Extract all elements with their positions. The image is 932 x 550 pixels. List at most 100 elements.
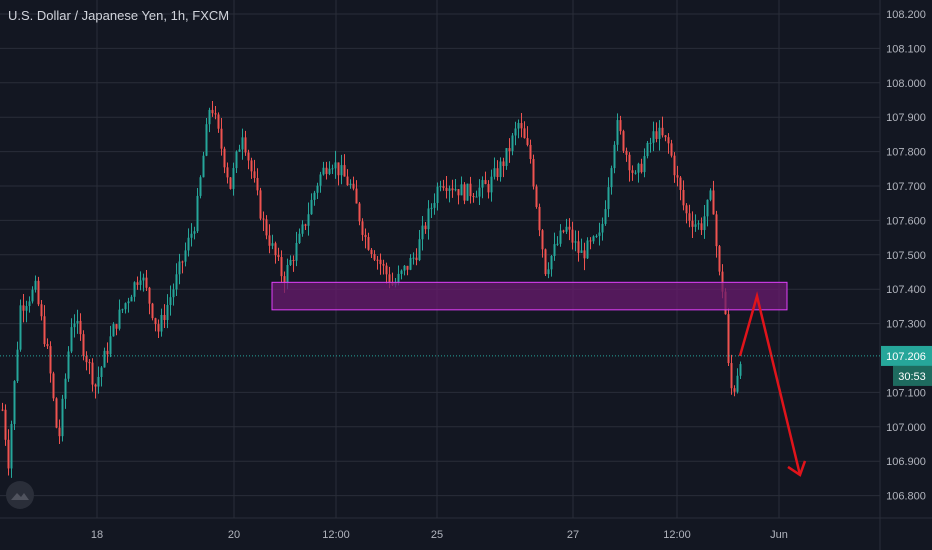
- candle-body: [682, 189, 685, 206]
- candle-body: [154, 318, 157, 325]
- candle-body: [31, 289, 34, 302]
- candle-body: [40, 304, 43, 317]
- candle-body: [385, 265, 388, 275]
- candle-body: [703, 216, 706, 231]
- candle-body: [448, 188, 451, 191]
- candle-body: [625, 150, 628, 155]
- candle-body: [340, 165, 343, 176]
- countdown-tag: [893, 365, 932, 386]
- candle-body: [697, 223, 700, 225]
- candle-body: [43, 316, 46, 345]
- candle-body: [592, 236, 595, 242]
- candle-body: [559, 230, 562, 244]
- candle-body: [643, 156, 646, 173]
- price-tick-label: 107.700: [886, 181, 926, 193]
- candle-body: [352, 183, 355, 189]
- candle-body: [178, 261, 181, 275]
- candle-body: [16, 349, 19, 382]
- candle-body: [259, 190, 262, 219]
- candle-body: [619, 120, 622, 132]
- candle-body: [331, 168, 334, 170]
- candle-body: [541, 230, 544, 250]
- candle-body: [292, 259, 295, 261]
- candle-body: [577, 241, 580, 253]
- price-tick-label: 107.300: [886, 319, 926, 331]
- candle-body: [271, 243, 274, 246]
- candle-body: [397, 273, 400, 284]
- candle-body: [661, 127, 664, 136]
- candle-body: [517, 123, 520, 129]
- candle-body: [721, 271, 724, 292]
- candle-body: [478, 187, 481, 197]
- candle-body: [553, 244, 556, 256]
- candle-body: [196, 195, 199, 232]
- candle-body: [67, 351, 70, 379]
- candle-body: [637, 163, 640, 173]
- candle-body: [169, 297, 172, 306]
- current-price-group: 107.206 30:53: [0, 345, 932, 386]
- candle-body: [361, 221, 364, 235]
- price-tick-label: 107.900: [886, 112, 926, 124]
- projection-arrow-group: [738, 291, 807, 477]
- candle-body: [346, 176, 349, 186]
- candle-body: [406, 265, 409, 270]
- candle-body: [247, 152, 250, 161]
- candle-body: [589, 240, 592, 242]
- candle-body: [37, 280, 40, 305]
- candle-body: [187, 237, 190, 251]
- candle-body: [181, 261, 184, 263]
- grid: [0, 0, 880, 518]
- candle-body: [493, 168, 496, 177]
- candle-body: [127, 301, 130, 304]
- time-tick-label: 18: [91, 529, 103, 541]
- projection-arrowhead: [787, 460, 807, 477]
- candle-body: [220, 128, 223, 149]
- candle-body: [616, 120, 619, 145]
- candle-body: [58, 427, 61, 437]
- candle-body: [244, 137, 247, 153]
- candle-body: [466, 183, 469, 201]
- candle-body: [685, 205, 688, 214]
- tradingview-logo-icon[interactable]: [6, 481, 34, 509]
- candle-body: [13, 381, 16, 425]
- candle-body: [562, 230, 565, 232]
- candle-body: [427, 208, 430, 230]
- candle-body: [145, 277, 148, 288]
- candle-body: [55, 398, 58, 428]
- candle-body: [499, 161, 502, 178]
- candle-body: [379, 259, 382, 265]
- candle-body: [460, 184, 463, 196]
- candle-body: [190, 233, 193, 238]
- candle-body: [622, 131, 625, 151]
- candle-body: [172, 289, 175, 298]
- candle-body: [469, 183, 472, 197]
- candle-body: [199, 177, 202, 196]
- time-tick-label: Jun: [770, 529, 788, 541]
- candle-body: [223, 148, 226, 168]
- candle-body: [676, 175, 679, 178]
- candle-body: [598, 232, 601, 236]
- candle-body: [565, 226, 568, 232]
- candle-body: [166, 305, 169, 321]
- candle-body: [355, 188, 358, 204]
- candle-body: [691, 220, 694, 227]
- candle-body: [706, 199, 709, 217]
- candle-body: [151, 303, 154, 319]
- candle-body: [103, 350, 106, 368]
- candle-body: [646, 142, 649, 157]
- candle-body: [580, 250, 583, 253]
- candle-body: [130, 296, 133, 302]
- candle-body: [556, 243, 559, 245]
- candle-body: [19, 305, 22, 350]
- candle-body: [49, 346, 52, 374]
- candle-body: [79, 320, 82, 335]
- candle-body: [601, 223, 604, 233]
- candle-body: [730, 363, 733, 389]
- candle-body: [679, 177, 682, 190]
- current-price-label: 107.206: [886, 351, 926, 363]
- candle-body: [142, 277, 145, 281]
- candle-body: [529, 144, 532, 160]
- time-axis: 18 20 12:00 25 27 12:00 Jun: [0, 517, 932, 541]
- candle-body: [370, 249, 373, 255]
